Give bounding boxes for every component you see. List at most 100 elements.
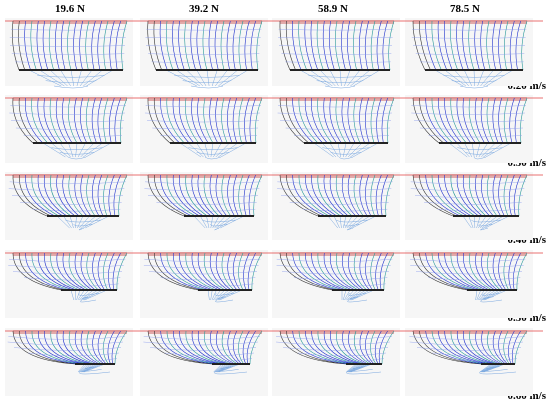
mesh-line [349,296,359,299]
mesh-line [53,85,89,89]
net-twine [293,135,390,138]
mesh-line [63,215,72,229]
net-twine [209,252,229,291]
net-twine [209,174,224,217]
column-header: 58.9 N [318,3,348,15]
net-twine [25,97,43,144]
net-twine [487,252,501,291]
mesh-line [344,69,351,87]
net-twine [166,330,219,365]
mesh-line [327,215,338,229]
net-twine [444,252,481,291]
mesh-line [214,363,225,373]
net-twine [179,174,204,217]
net-twine [411,105,527,108]
net-twine [31,252,71,291]
net-twine [114,330,128,365]
net-twine [49,97,63,144]
mesh-line [486,69,514,87]
mesh-line [347,293,366,296]
mesh-line [465,152,495,155]
net-twine [376,97,382,144]
net-twine [246,330,256,365]
net-twine [279,330,347,365]
mesh-line [476,142,481,158]
net-twine [277,112,393,115]
net-twine [275,336,393,340]
mesh-line [457,147,503,150]
net-twine [413,120,525,123]
net-twine [143,265,259,269]
mesh-line [353,69,381,87]
mesh-line [313,142,334,158]
net-twine [311,174,338,217]
mesh-line [316,80,364,83]
mesh-line [218,363,238,373]
net-twine [50,330,89,365]
net-twine [86,252,99,291]
net-twine [419,20,431,71]
net-twine [24,277,121,281]
net-twine [431,97,453,144]
mesh-line [483,296,494,299]
net-twine [160,97,180,144]
net-twine [80,97,88,144]
net-twine [160,252,205,291]
net-twine [146,28,262,31]
net-twine [428,277,521,281]
net-panel [5,328,143,396]
net-twine [68,97,78,144]
mesh-line [204,156,222,160]
mesh-line [480,142,496,158]
net-twine [25,174,56,217]
net-twine [437,208,521,212]
mesh-line [79,363,91,373]
mesh-line [480,69,494,87]
mesh-line [342,289,347,301]
net-twine [55,20,60,71]
mesh-line [83,369,102,372]
net-twine [468,20,475,71]
net-twine [179,330,223,365]
mesh-line [486,366,500,369]
net-twine [203,97,214,144]
net-twine [19,330,78,365]
net-twine [419,252,470,291]
net-twine [215,252,232,291]
mesh-line [70,69,75,87]
net-twine [347,174,360,217]
net-twine [146,120,260,123]
mesh-line [196,152,230,155]
net-twine [353,252,367,291]
mesh-line [218,369,239,372]
net-twine [278,37,393,39]
mesh-line [79,69,93,87]
net-twine [335,97,347,144]
net-twine [342,330,367,365]
net-twine [143,336,261,340]
net-twine [8,188,125,191]
net-twine [68,174,84,217]
net-twine [322,20,330,71]
net-twine [437,20,448,71]
net-twine [227,97,233,144]
mesh-line [350,69,371,87]
mesh-line [215,299,234,303]
mesh-line [329,142,339,158]
mesh-line [37,75,105,78]
net-twine [115,20,121,71]
mesh-line [45,80,97,83]
net-twine [178,20,185,71]
net-twine [444,174,472,217]
net-twine [12,174,48,217]
net-twine [250,20,256,71]
mesh-line [214,363,227,373]
net-twine [210,330,234,365]
mesh-line [473,156,487,160]
net-twine [438,252,479,291]
net-twine [277,188,392,191]
net-twine [74,97,83,144]
panel-bg [140,18,268,86]
net-twine [353,174,364,217]
net-twine [18,20,26,71]
